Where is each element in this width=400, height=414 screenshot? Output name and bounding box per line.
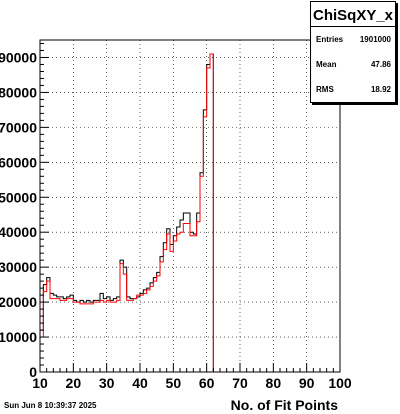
y-tick-label: 30000 [0,259,37,275]
mean-value: 47.86 [370,60,391,69]
x-axis-label: No. of Fit Points [231,397,339,413]
rms-label: RMS [316,85,334,94]
y-tick-label: 70000 [0,119,37,135]
y-tick-label: 0 [29,364,37,380]
x-tick-label: 50 [166,375,182,391]
y-tick-label: 10000 [0,329,37,345]
timestamp: Sun Jun 8 10:39:37 2025 [4,401,97,410]
rms-value: 18.92 [370,85,391,94]
grid-lines [40,40,340,372]
x-tick-label: 90 [299,375,315,391]
stats-rms-row: RMS 18.92 [311,77,395,102]
x-tick-label: 60 [199,375,215,391]
histogram-black-series [39,53,340,373]
plot-frame [39,39,341,373]
histogram-series [39,53,340,373]
x-tick-label: 100 [328,375,352,391]
stats-mean-row: Mean 47.86 [311,52,395,77]
y-tick-label: 90000 [0,49,37,65]
y-tick-label: 20000 [0,294,37,310]
x-tick-label: 70 [232,375,248,391]
x-tick-label: 80 [266,375,282,391]
y-tick-label: 80000 [0,84,37,100]
x-tick-label: 20 [66,375,82,391]
x-tick-label: 40 [132,375,148,391]
x-tick-label: 30 [99,375,115,391]
y-tick-label: 50000 [0,189,37,205]
entries-value: 1901000 [359,35,391,44]
y-tick-label: 60000 [0,154,37,170]
mean-label: Mean [316,60,337,69]
y-tick-label: 40000 [0,224,37,240]
stats-title: ChiSqXY_x [311,2,395,27]
stats-entries-row: Entries 1901000 [311,27,395,52]
entries-label: Entries [316,35,344,44]
axis-ticks: 10 20 30 40 50 60 70 80 90 100 0 10000 20000 30000 400… [0,42,352,391]
x-tick-label: 10 [32,375,48,391]
stats-box: ChiSqXY_x Entries 1901000 Mean 47.86 RMS… [310,1,396,103]
